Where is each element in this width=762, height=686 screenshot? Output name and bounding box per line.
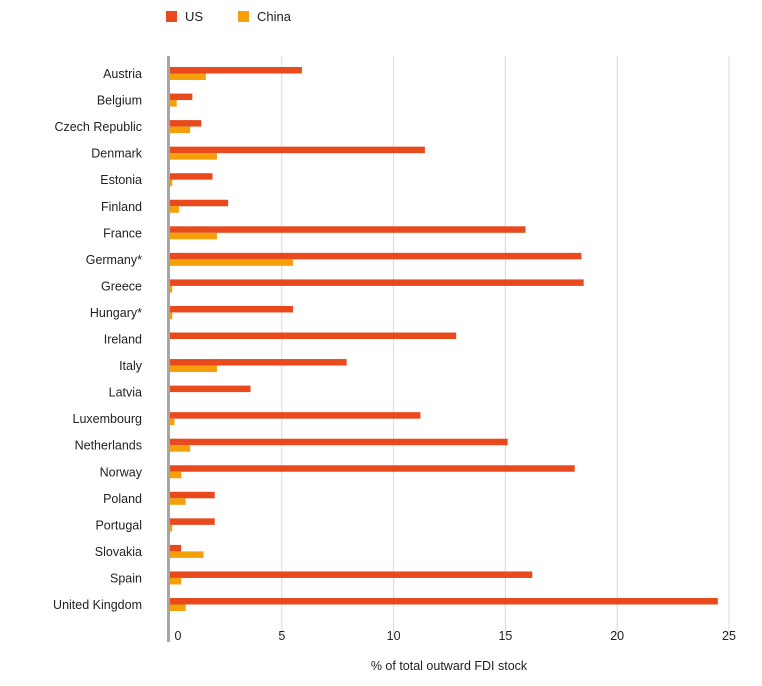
- bar-china-luxembourg: [170, 418, 175, 426]
- x-tick-label: 0: [175, 629, 182, 643]
- bar-china-denmark: [170, 153, 217, 160]
- bar-us-denmark: [170, 146, 425, 154]
- category-label: Poland: [103, 492, 142, 506]
- bar-china-hungary: [170, 312, 173, 319]
- bar-us-luxembourg: [170, 412, 421, 419]
- bar-us-austria: [170, 67, 302, 74]
- bar-china-netherlands: [170, 445, 191, 452]
- category-label: Ireland: [104, 333, 142, 347]
- legend-label-us: US: [185, 9, 203, 24]
- bar-us-portugal: [170, 518, 215, 525]
- bar-us-italy: [170, 359, 347, 366]
- category-label: Czech Republic: [54, 120, 142, 134]
- x-tick-label: 20: [610, 629, 624, 643]
- bar-us-greece: [170, 279, 584, 286]
- category-label: United Kingdom: [53, 598, 142, 612]
- x-tick-label: 5: [278, 629, 285, 643]
- bar-china-united-kingdom: [170, 604, 186, 611]
- bar-us-france: [170, 226, 526, 233]
- category-label: Belgium: [97, 94, 142, 108]
- category-label: Greece: [101, 279, 142, 293]
- bar-china-belgium: [170, 100, 177, 107]
- legend-swatch-us: [166, 11, 177, 22]
- category-label: Netherlands: [75, 439, 142, 453]
- category-label: France: [103, 226, 142, 240]
- x-tick-label: 10: [387, 629, 401, 643]
- bar-china-slovakia: [170, 551, 204, 558]
- bar-china-france: [170, 232, 217, 240]
- category-label: Estonia: [100, 173, 142, 187]
- bar-china-portugal: [170, 524, 173, 532]
- x-tick-label: 25: [722, 629, 736, 643]
- bar-china-poland: [170, 498, 186, 505]
- bar-china-norway: [170, 471, 182, 479]
- bar-us-finland: [170, 199, 229, 207]
- x-axis-title: % of total outward FDI stock: [371, 659, 528, 673]
- bar-us-united-kingdom: [170, 598, 718, 605]
- category-label: Denmark: [91, 147, 142, 161]
- category-label: Germany*: [86, 253, 142, 267]
- bar-china-germany: [170, 259, 293, 266]
- bar-china-greece: [170, 285, 173, 293]
- bar-china-austria: [170, 73, 206, 80]
- category-label: Austria: [103, 67, 142, 81]
- category-label: Italy: [119, 359, 143, 373]
- category-label: Spain: [110, 571, 142, 585]
- category-label: Finland: [101, 200, 142, 214]
- bar-china-estonia: [170, 179, 173, 187]
- category-label: Norway: [100, 465, 143, 479]
- bar-us-hungary: [170, 305, 293, 313]
- bar-china-spain: [170, 577, 182, 585]
- bar-us-estonia: [170, 173, 213, 180]
- legend-label-china: China: [257, 9, 292, 24]
- bar-us-czech-republic: [170, 120, 202, 127]
- category-label: Hungary*: [90, 306, 142, 320]
- bar-us-slovakia: [170, 544, 182, 552]
- bar-china-finland: [170, 206, 179, 213]
- category-label: Portugal: [95, 518, 142, 532]
- bar-us-latvia: [170, 385, 251, 393]
- bar-us-norway: [170, 465, 575, 472]
- category-label: Slovakia: [95, 545, 142, 559]
- bar-us-netherlands: [170, 438, 508, 446]
- category-label: Latvia: [109, 386, 142, 400]
- bar-us-germany: [170, 252, 582, 260]
- legend-swatch-china: [238, 11, 249, 22]
- bar-us-belgium: [170, 93, 193, 101]
- bar-us-spain: [170, 571, 533, 578]
- category-label: Luxembourg: [73, 412, 143, 426]
- bar-china-czech-republic: [170, 126, 191, 134]
- x-tick-label: 15: [498, 629, 512, 643]
- bar-china-italy: [170, 365, 217, 373]
- bar-us-ireland: [170, 332, 457, 339]
- bar-us-poland: [170, 491, 215, 499]
